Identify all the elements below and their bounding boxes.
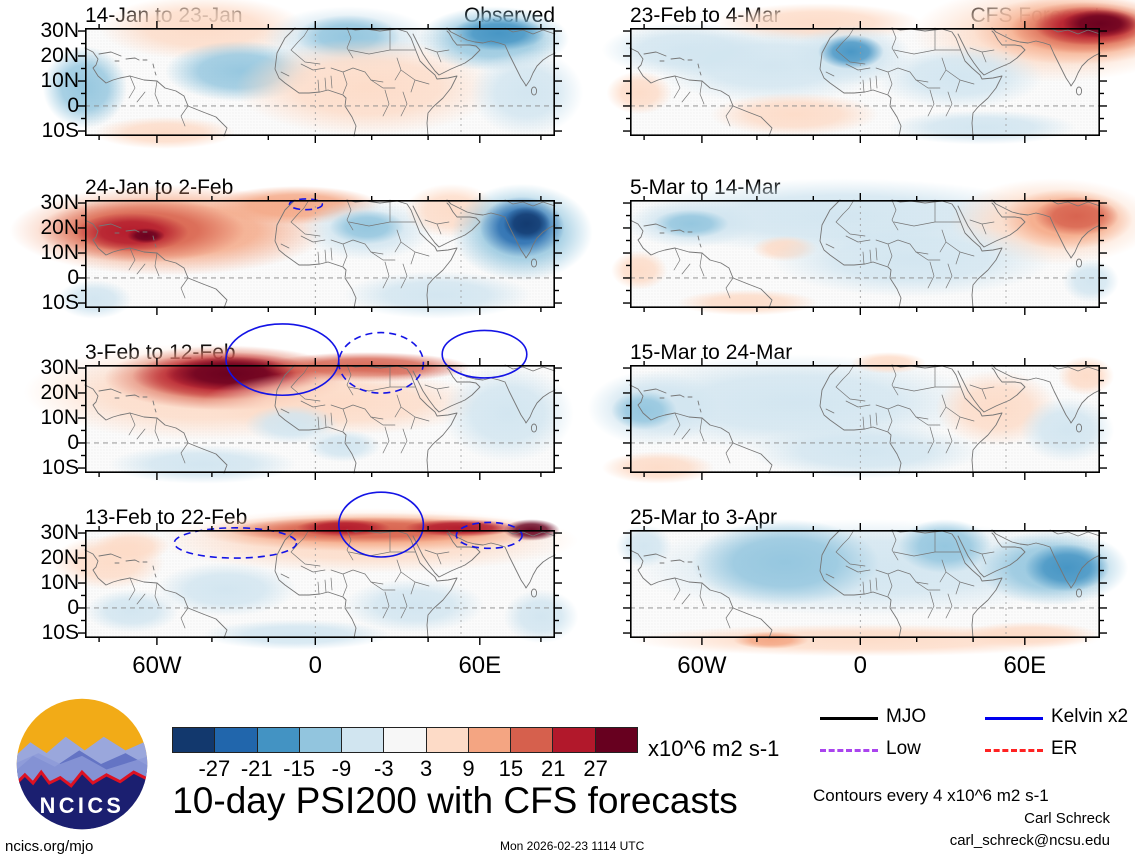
contour-note: Contours every 4 x10^6 m2 s-1	[813, 786, 1049, 805]
y-axis-label: 10N	[40, 571, 79, 595]
timestamp: Mon 2026-02-23 1114 UTC	[500, 839, 645, 853]
x-axis-label: 60E	[458, 652, 502, 679]
legend-line-mjo	[820, 717, 878, 720]
colorbar-tick-label: -15	[283, 756, 315, 781]
figure-title: 10-day PSI200 with CFS forecasts	[172, 780, 738, 821]
y-axis-label: 10N	[40, 241, 79, 265]
y-axis-label: 20N	[40, 43, 79, 67]
panel-forecast-1: 23-Feb to 4-MarCFS Forecast	[601, 0, 1135, 145]
colorbar-units: x10^6 m2 s-1	[648, 736, 780, 761]
colorbar-segment	[257, 728, 300, 752]
panel-forecast-2: 5-Mar to 14-Mar	[611, 174, 1135, 316]
colorbar-segment	[342, 728, 385, 752]
y-axis-label: 30N	[40, 356, 79, 380]
colorbar-tick-label: 21	[541, 756, 566, 781]
colorbar-segment	[595, 728, 637, 752]
ncics-logo: NCICS	[14, 696, 150, 832]
colorbar-tick-label: 3	[420, 756, 433, 781]
colorbar-segment	[384, 728, 427, 752]
legend-label: Kelvin x2	[1051, 706, 1129, 727]
y-axis-label: 10S	[41, 456, 79, 480]
contour-map	[42, 0, 584, 149]
y-axis-label: 20N	[40, 215, 79, 239]
y-axis-label: 20N	[40, 380, 79, 404]
x-axis-label: 0	[853, 652, 867, 679]
colorbar	[172, 727, 638, 753]
credit-name: Carl Schreck	[1024, 810, 1110, 827]
contour-map	[587, 352, 1115, 484]
colorbar-tick-label: 9	[462, 756, 475, 781]
colorbar-tick-label: -21	[240, 756, 273, 781]
colorbar-segment	[299, 728, 343, 752]
colorbar-tick-label: -9	[331, 756, 352, 781]
legend-label: MJO	[886, 706, 927, 727]
contour-map	[9, 183, 593, 319]
colorbar-tick-label: -3	[374, 756, 394, 781]
colorbar-segment	[173, 728, 216, 752]
y-axis-label: 30N	[40, 521, 79, 545]
legend-label: Low	[886, 738, 921, 759]
y-axis-label: 10N	[40, 69, 79, 93]
panel-date-range: 25-Mar to 3-Apr	[630, 506, 778, 529]
colorbar-segment	[511, 728, 554, 752]
y-axis-label: 30N	[40, 191, 79, 215]
legend-label: ER	[1051, 738, 1078, 759]
contour-map	[23, 323, 574, 484]
contour-map	[611, 178, 1135, 316]
x-axis-label: 60W	[132, 652, 182, 679]
legend-line-low	[820, 749, 878, 752]
colorbar-tick-label: -27	[198, 756, 231, 781]
panel-observed-1: 14-Jan to 23-JanObserved30N20N10N010S	[40, 0, 584, 149]
y-axis-label: 20N	[40, 545, 79, 569]
y-axis-label: 10S	[41, 291, 79, 315]
ncics-logo-text: NCICS	[40, 793, 125, 818]
contour-map	[601, 0, 1135, 145]
y-axis-label: 10S	[41, 621, 79, 645]
contour-map	[52, 491, 579, 650]
x-axis-label: 0	[308, 652, 322, 679]
y-axis-label: 0	[67, 430, 79, 454]
colorbar-segment	[215, 728, 258, 752]
panel-forecast-3: 15-Mar to 24-Mar	[587, 339, 1115, 484]
x-axis-label: 60W	[677, 652, 727, 679]
panel-forecast-4: 25-Mar to 3-Apr	[615, 504, 1129, 657]
colorbar-segment	[468, 728, 512, 752]
panel-observed-4: 13-Feb to 22-Feb 30N 20N 10N 0 10S	[40, 491, 579, 650]
y-axis-label: 0	[67, 265, 79, 289]
y-axis-label: 10N	[40, 406, 79, 430]
legend-line-er	[985, 749, 1043, 752]
colorbar-tick-label: 27	[583, 756, 608, 781]
x-axis-label: 60E	[1003, 652, 1047, 679]
y-axis-label: 0	[67, 595, 79, 619]
y-axis-label: 0	[67, 93, 79, 117]
y-axis-label: 10S	[41, 119, 79, 143]
credit-email: carl_schreck@ncsu.edu	[949, 832, 1110, 849]
contour-map	[615, 519, 1129, 657]
site-url[interactable]: ncics.org/mjo	[5, 838, 94, 855]
colorbar-segment	[426, 728, 469, 752]
colorbar-tick-label: 15	[498, 756, 524, 781]
y-axis-label: 30N	[40, 19, 79, 43]
legend-line-kelvin-x2	[985, 717, 1043, 720]
colorbar-segment	[553, 728, 596, 752]
ncics-logo-graphic: NCICS	[16, 698, 148, 830]
